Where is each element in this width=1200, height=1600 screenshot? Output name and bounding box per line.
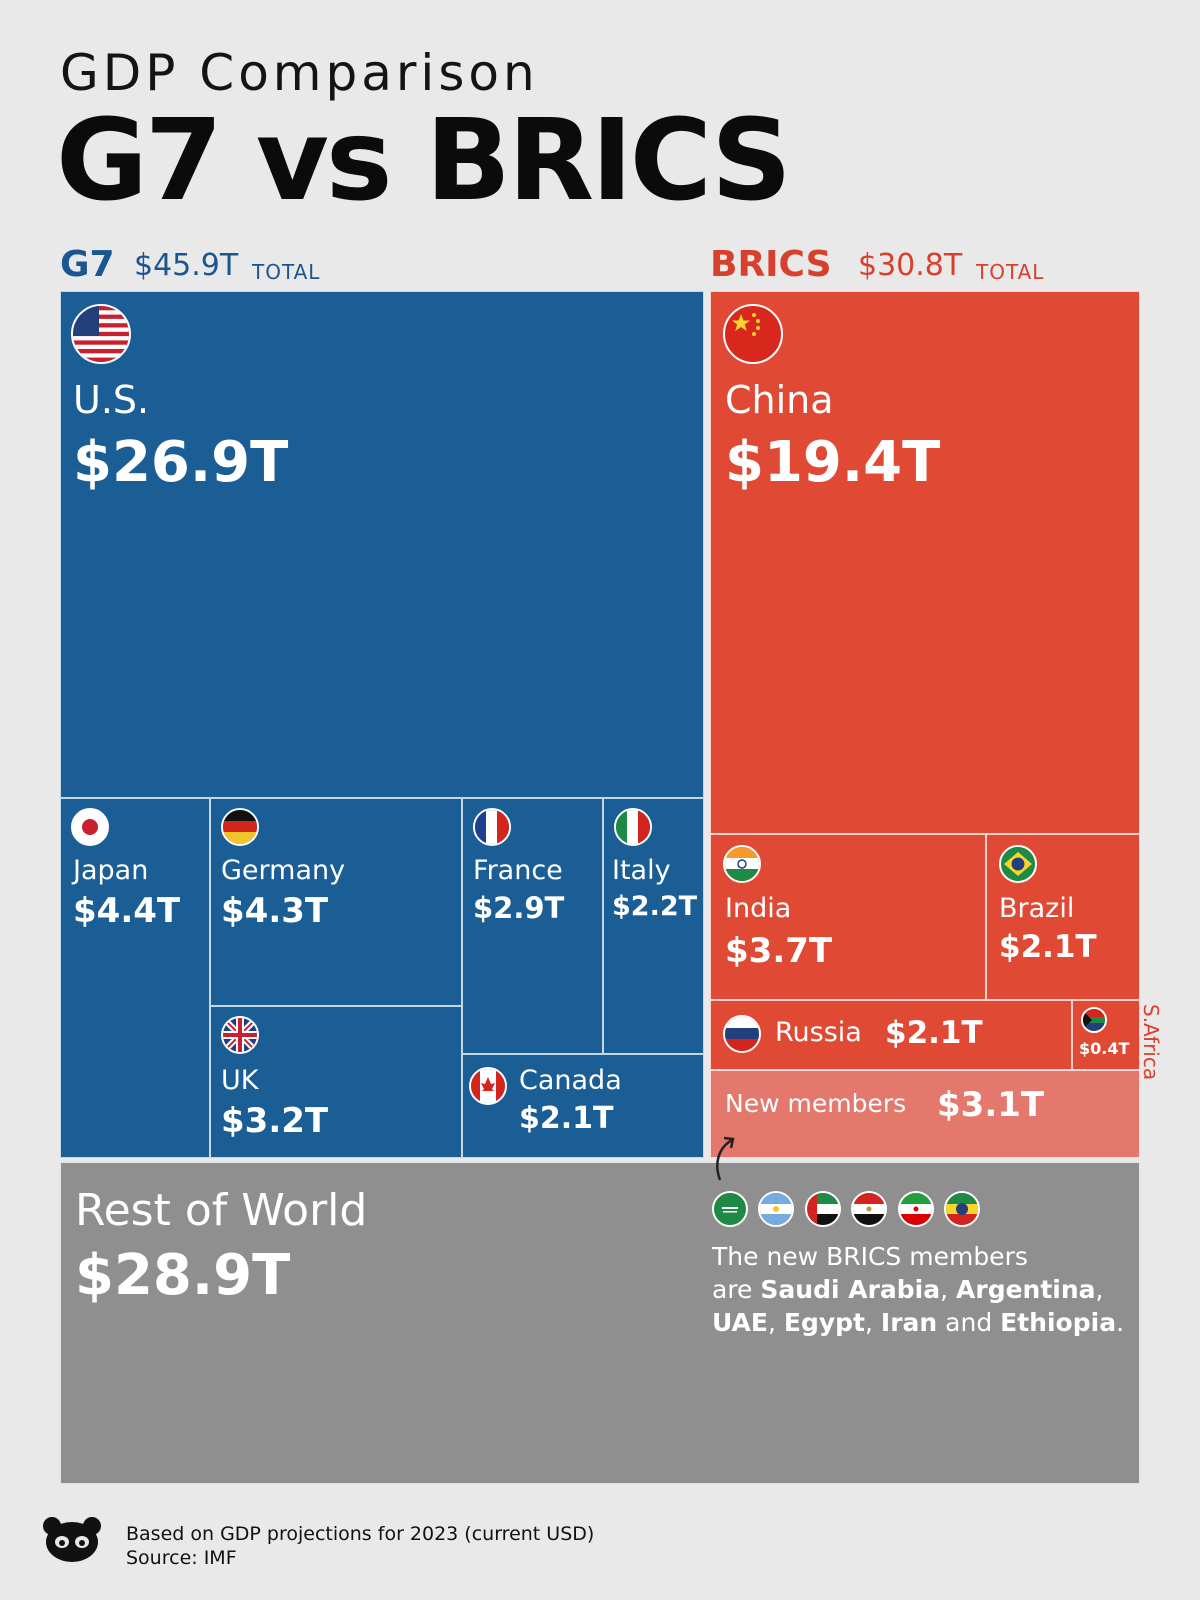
tile-new-members-value: $3.1T [937, 1085, 1045, 1125]
argentina-flag-icon [758, 1191, 794, 1227]
tile-russia-value: $2.1T [885, 1015, 983, 1051]
chart-title: G7 vs BRICS [56, 96, 792, 226]
g7-label: G7 [60, 244, 115, 285]
tile-russia-name: Russia [775, 1017, 862, 1048]
note-sep: , [1095, 1275, 1104, 1304]
france-flag-icon [473, 808, 511, 846]
tile-new-members-name: New members [725, 1089, 907, 1118]
note-sep: , [767, 1308, 784, 1337]
china-flag-icon [723, 304, 783, 364]
iran-flag-icon [898, 1191, 934, 1227]
note-uae: UAE [712, 1308, 768, 1337]
note-sep: , [940, 1275, 957, 1304]
tile-india-name: India [725, 893, 792, 924]
tile-france-name: France [473, 855, 563, 886]
note-egypt: Egypt [783, 1308, 865, 1337]
tile-rest-value: $28.9T [75, 1243, 291, 1308]
footer-source: Source: IMF [126, 1547, 237, 1569]
tile-us-name: U.S. [73, 378, 150, 422]
canada-flag-icon [469, 1067, 507, 1105]
tile-china: China $19.4T [710, 291, 1140, 834]
tile-italy-name: Italy [612, 855, 671, 886]
tile-rest-name: Rest of World [75, 1185, 368, 1236]
footer-notes: Based on GDP projections for 2023 (curre… [126, 1522, 594, 1570]
note-ethiopia: Ethiopia [1000, 1308, 1117, 1337]
curved-arrow-icon [716, 1136, 735, 1181]
tile-us: U.S. $26.9T [60, 291, 704, 798]
saudi-arabia-flag-icon [712, 1191, 748, 1227]
japan-flag-icon [71, 808, 109, 846]
egypt-flag-icon [851, 1191, 887, 1227]
india-flag-icon [723, 845, 761, 883]
tile-brazil-name: Brazil [999, 893, 1075, 924]
g7-total: $45.9T [134, 248, 239, 283]
italy-flag-icon [614, 808, 652, 846]
tile-japan-name: Japan [73, 855, 149, 886]
brazil-flag-icon [999, 845, 1037, 883]
south-africa-label: S.Africa [1139, 1004, 1163, 1081]
tile-china-name: China [725, 378, 834, 422]
tile-china-value: $19.4T [725, 430, 941, 495]
footer-basis: Based on GDP projections for 2023 (curre… [126, 1523, 595, 1545]
chart-subtitle: GDP Comparison [60, 44, 539, 102]
note-line1: The new BRICS members [712, 1242, 1028, 1271]
note-and: and [937, 1308, 1001, 1337]
uk-flag-icon [221, 1016, 259, 1054]
note-are: are [712, 1275, 761, 1304]
tile-uk-value: $3.2T [221, 1101, 329, 1141]
tile-uk: UK $3.2T [210, 1006, 462, 1158]
tile-france-value: $2.9T [473, 891, 565, 925]
new-members-note: The new BRICS members are Saudi Arabia, … [712, 1240, 1132, 1339]
russia-flag-icon [723, 1015, 761, 1053]
tile-brazil: Brazil $2.1T [986, 834, 1140, 1000]
tile-russia: Russia $2.1T [710, 1000, 1072, 1070]
tile-germany-name: Germany [221, 855, 346, 886]
tile-us-value: $26.9T [73, 430, 289, 495]
tile-brazil-value: $2.1T [999, 929, 1097, 965]
germany-flag-icon [221, 808, 259, 846]
south-africa-flag-icon [1081, 1007, 1107, 1033]
us-flag-icon [71, 304, 131, 364]
tile-japan-value: $4.4T [73, 891, 181, 931]
tile-india-value: $3.7T [725, 931, 833, 971]
note-iran: Iran [880, 1308, 938, 1337]
tile-germany: Germany $4.3T [210, 798, 462, 1006]
g7-total-word: TOTAL [252, 260, 321, 284]
tile-canada: Canada $2.1T [462, 1054, 704, 1158]
tile-india: India $3.7T [710, 834, 986, 1000]
note-saudi-arabia: Saudi Arabia [760, 1275, 941, 1304]
uae-flag-icon [805, 1191, 841, 1227]
tile-japan: Japan $4.4T [60, 798, 210, 1158]
tile-italy-value: $2.2T [612, 891, 698, 922]
tile-south-africa: $0.4T [1072, 1000, 1140, 1070]
tile-canada-name: Canada [519, 1065, 622, 1096]
tile-new-members: New members $3.1T [710, 1070, 1140, 1158]
tile-italy: Italy $2.2T [603, 798, 704, 1054]
brics-total-word: TOTAL [976, 260, 1045, 284]
tile-canada-value: $2.1T [519, 1101, 614, 1136]
note-sep: , [865, 1308, 881, 1337]
publisher-logo-icon [43, 1517, 101, 1562]
tile-germany-value: $4.3T [221, 891, 329, 931]
note-end: . [1116, 1308, 1125, 1337]
tile-south-africa-value: $0.4T [1079, 1039, 1130, 1058]
tile-uk-name: UK [221, 1065, 259, 1096]
tile-france: France $2.9T [462, 798, 603, 1054]
brics-label: BRICS [710, 244, 832, 285]
note-argentina: Argentina [956, 1275, 1096, 1304]
ethiopia-flag-icon [944, 1191, 980, 1227]
brics-total: $30.8T [858, 248, 963, 283]
